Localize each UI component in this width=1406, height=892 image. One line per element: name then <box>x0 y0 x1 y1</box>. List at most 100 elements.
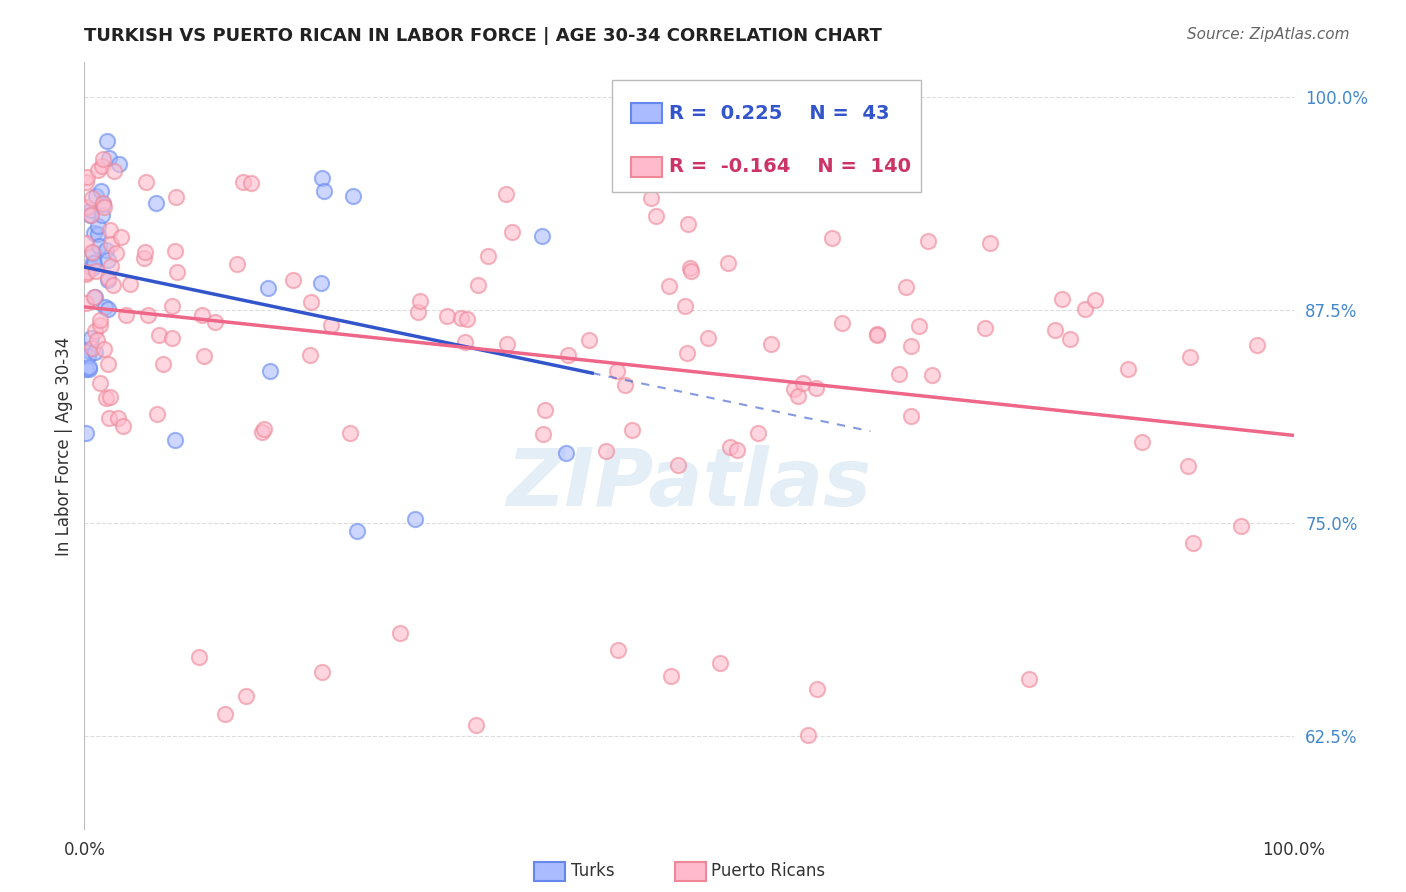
Point <box>134 244 156 259</box>
Point <box>1018 672 1040 686</box>
Point <box>1230 519 1253 533</box>
Point <box>225 257 247 271</box>
Point <box>907 318 929 333</box>
Point <box>388 625 411 640</box>
Point <box>1116 361 1139 376</box>
Point <box>165 433 187 447</box>
Point <box>804 381 827 395</box>
Point <box>675 345 697 359</box>
Point <box>797 727 820 741</box>
Point <box>101 278 124 293</box>
Point <box>93 200 115 214</box>
Point <box>917 235 939 249</box>
Point <box>557 348 579 362</box>
Point <box>90 159 112 173</box>
Point <box>436 309 458 323</box>
Point <box>214 706 236 721</box>
Point <box>80 342 103 356</box>
Point <box>554 445 576 459</box>
Point <box>75 362 97 376</box>
Point <box>145 196 167 211</box>
Point <box>467 278 489 293</box>
Point <box>866 328 889 343</box>
Text: Source: ZipAtlas.com: Source: ZipAtlas.com <box>1187 27 1350 42</box>
Point <box>165 190 187 204</box>
Point <box>259 364 281 378</box>
Point <box>84 189 107 203</box>
Point <box>80 245 103 260</box>
Point <box>900 339 922 353</box>
Point <box>75 426 97 441</box>
Point <box>132 251 155 265</box>
Point <box>80 330 103 344</box>
Point <box>98 390 121 404</box>
Point <box>657 279 679 293</box>
Point <box>89 376 111 390</box>
Point <box>678 217 700 231</box>
Point <box>75 295 97 310</box>
Point <box>534 403 557 417</box>
Point <box>299 295 322 310</box>
Point <box>232 175 254 189</box>
Point <box>77 349 100 363</box>
Point <box>89 313 111 327</box>
Point <box>1084 293 1107 308</box>
Point <box>974 320 997 334</box>
Point <box>607 643 630 657</box>
Point <box>339 425 361 440</box>
Point <box>252 425 274 439</box>
Point <box>456 312 478 326</box>
Point <box>1059 332 1081 346</box>
Point <box>477 249 499 263</box>
Point <box>91 197 114 211</box>
Point <box>531 427 554 442</box>
Point <box>404 512 426 526</box>
Point <box>86 264 108 278</box>
Text: R =  0.225    N =  43: R = 0.225 N = 43 <box>669 103 890 123</box>
Point <box>83 227 105 241</box>
Point <box>747 426 769 441</box>
Point <box>86 333 108 347</box>
Point <box>87 162 110 177</box>
Point <box>77 362 100 376</box>
Point <box>311 276 333 290</box>
Point <box>697 331 720 345</box>
Point <box>118 277 141 291</box>
Point <box>644 209 666 223</box>
Point <box>83 345 105 359</box>
Point <box>495 187 517 202</box>
Point <box>640 191 662 205</box>
Point <box>75 268 97 282</box>
Point <box>409 293 432 308</box>
Point <box>866 327 889 342</box>
Point <box>111 419 134 434</box>
Point <box>1130 435 1153 450</box>
Point <box>921 368 943 383</box>
Point <box>87 239 110 253</box>
Point <box>311 170 333 185</box>
Point <box>104 246 127 260</box>
Point <box>204 315 226 329</box>
Point <box>84 325 107 339</box>
Point <box>281 273 304 287</box>
Point <box>595 443 617 458</box>
Point <box>979 235 1001 250</box>
Point <box>97 357 120 371</box>
Point <box>673 299 696 313</box>
Point <box>454 335 477 350</box>
Point <box>465 718 488 732</box>
Point <box>679 260 702 275</box>
Point <box>97 273 120 287</box>
Point <box>94 300 117 314</box>
Point <box>782 383 804 397</box>
Point <box>91 209 114 223</box>
Point <box>578 333 600 347</box>
Point <box>110 229 132 244</box>
Point <box>89 318 111 332</box>
Point <box>100 259 122 273</box>
Point <box>148 328 170 343</box>
Point <box>152 357 174 371</box>
Point <box>91 153 114 167</box>
Point <box>406 305 429 319</box>
Point <box>97 411 120 425</box>
